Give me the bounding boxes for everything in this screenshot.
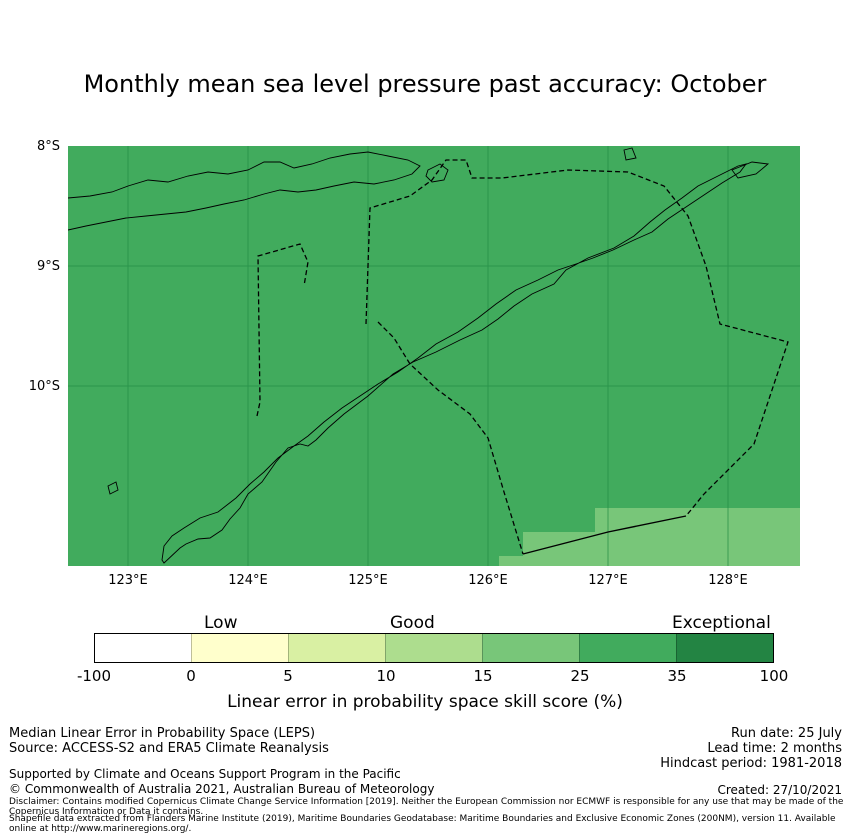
skill-map — [68, 146, 800, 566]
eez-boundary — [256, 159, 789, 555]
seabed-boundary-line — [522, 515, 687, 555]
footer-copyright: © Commonwealth of Australia 2021, Austra… — [9, 782, 435, 796]
small-island-1 — [623, 147, 637, 161]
gridlines — [68, 146, 800, 566]
colorbar-tick: 10 — [376, 667, 396, 685]
colorbar-tick: 25 — [570, 667, 590, 685]
lat-label-8s: 8°S — [36, 139, 60, 154]
lat-label-10s: 10°S — [28, 379, 60, 394]
legend-category-low: Low — [204, 613, 238, 633]
legend-category-exceptional: Exceptional — [672, 613, 771, 633]
colorbar-tick: 35 — [667, 667, 687, 685]
colorbar-segment — [676, 634, 773, 662]
map-title: Monthly mean sea level pressure past acc… — [83, 70, 767, 98]
colorbar-tick: 5 — [283, 667, 293, 685]
atauro-island-coast — [425, 163, 449, 183]
colorbar — [94, 633, 774, 663]
eez-southern-boundary — [377, 321, 524, 555]
eez-timor-leste-west — [256, 243, 309, 417]
colorbar-segment — [385, 634, 482, 662]
footer-run-date: Run date: 25 July — [731, 726, 842, 741]
colorbar-tick: 0 — [186, 667, 196, 685]
northern-islands-coast — [68, 151, 421, 231]
coastlines — [68, 147, 770, 564]
lon-label-127e: 127°E — [588, 573, 628, 588]
small-island-2 — [731, 161, 770, 179]
colorbar-label: Linear error in probability space skill … — [227, 692, 623, 712]
colorbar-tick: -100 — [76, 667, 112, 685]
footer-lead-time: Lead time: 2 months — [707, 741, 842, 756]
footer-hindcast: Hindcast period: 1981-2018 — [660, 756, 842, 771]
colorbar-segment — [191, 634, 288, 662]
legend-category-good: Good — [390, 613, 435, 633]
colorbar-segment — [288, 634, 385, 662]
lon-label-126e: 126°E — [468, 573, 508, 588]
footer-support: Supported by Climate and Oceans Support … — [9, 767, 401, 781]
lon-label-125e: 125°E — [348, 573, 388, 588]
footer-created: Created: 27/10/2021 — [717, 783, 842, 797]
footer-method: Median Linear Error in Probability Space… — [9, 726, 316, 741]
lighter-skill-region — [499, 508, 800, 566]
colorbar-segment — [579, 634, 676, 662]
map-background — [68, 146, 800, 566]
lat-label-9s: 9°S — [36, 259, 60, 274]
colorbar-segment — [95, 634, 191, 662]
eez-timor-leste-main — [365, 159, 789, 517]
lon-label-123e: 123°E — [108, 573, 148, 588]
footer-disclaimer: Disclaimer: Contains modified Copernicus… — [9, 797, 844, 817]
lon-label-124e: 124°E — [228, 573, 268, 588]
small-island-3 — [107, 481, 119, 495]
colorbar-tick: 15 — [473, 667, 493, 685]
colorbar-segment — [482, 634, 579, 662]
footer-shapefile: Shapefile data extracted from Flanders M… — [9, 814, 836, 834]
timor-island-coast — [161, 163, 748, 564]
colorbar-tick: 100 — [759, 667, 789, 685]
footer-source: Source: ACCESS-S2 and ERA5 Climate Reana… — [9, 741, 329, 756]
lon-label-128e: 128°E — [708, 573, 748, 588]
